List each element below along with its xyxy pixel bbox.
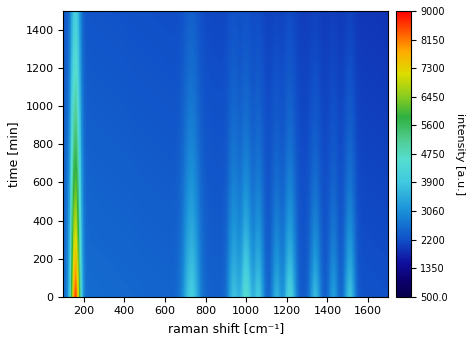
Y-axis label: intensity [a.u.]: intensity [a.u.]: [455, 113, 465, 195]
X-axis label: raman shift [cm⁻¹]: raman shift [cm⁻¹]: [168, 322, 284, 335]
Y-axis label: time [min]: time [min]: [7, 121, 20, 187]
